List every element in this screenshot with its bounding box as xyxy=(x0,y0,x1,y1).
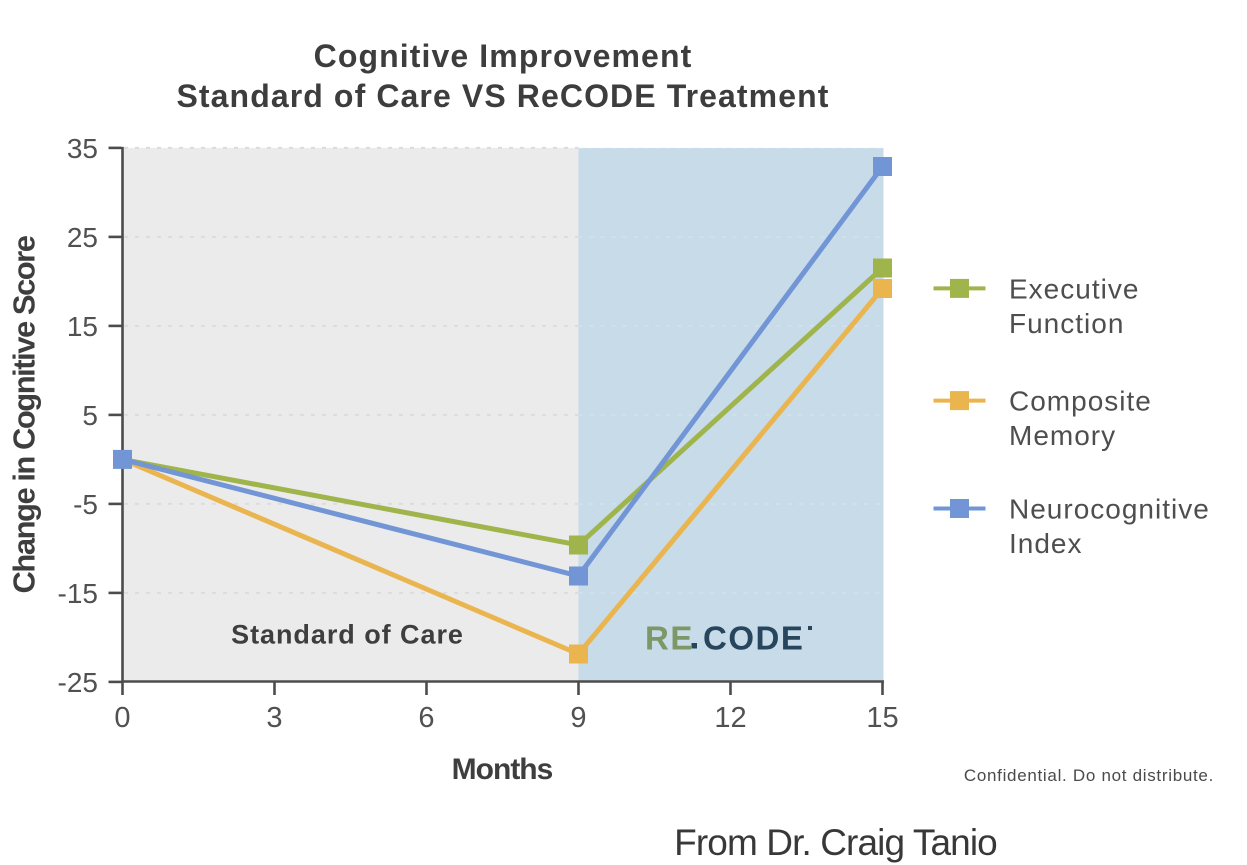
svg-text:0: 0 xyxy=(114,702,130,734)
svg-text:3: 3 xyxy=(266,702,282,734)
svg-text:From Dr. Craig Tanio: From Dr. Craig Tanio xyxy=(674,822,997,863)
svg-text:Standard of Care: Standard of Care xyxy=(231,619,464,649)
svg-text:Function: Function xyxy=(1009,308,1124,339)
svg-text:12: 12 xyxy=(714,702,746,734)
svg-text:Executive: Executive xyxy=(1009,273,1139,304)
svg-text:RE: RE xyxy=(645,620,694,657)
svg-text:Months: Months xyxy=(452,753,553,786)
svg-text:-5: -5 xyxy=(73,489,98,520)
svg-text:Memory: Memory xyxy=(1009,420,1116,451)
svg-text:5: 5 xyxy=(82,400,98,431)
svg-text:-25: -25 xyxy=(58,667,98,698)
svg-text:9: 9 xyxy=(570,702,586,734)
svg-text:Composite: Composite xyxy=(1009,386,1152,417)
svg-text:6: 6 xyxy=(418,702,434,734)
svg-text:Index: Index xyxy=(1009,528,1083,559)
svg-text:CODE: CODE xyxy=(703,620,804,657)
svg-text:Confidential. Do not distribut: Confidential. Do not distribute. xyxy=(964,766,1214,785)
svg-text:25: 25 xyxy=(67,222,98,253)
svg-text:15: 15 xyxy=(866,702,898,734)
svg-text:-15: -15 xyxy=(58,578,98,609)
svg-text:Change in Cognitive Score: Change in Cognitive Score xyxy=(7,235,42,593)
svg-text:35: 35 xyxy=(67,133,98,164)
svg-text:Neurocognitive: Neurocognitive xyxy=(1009,494,1210,525)
svg-text:15: 15 xyxy=(67,311,98,342)
